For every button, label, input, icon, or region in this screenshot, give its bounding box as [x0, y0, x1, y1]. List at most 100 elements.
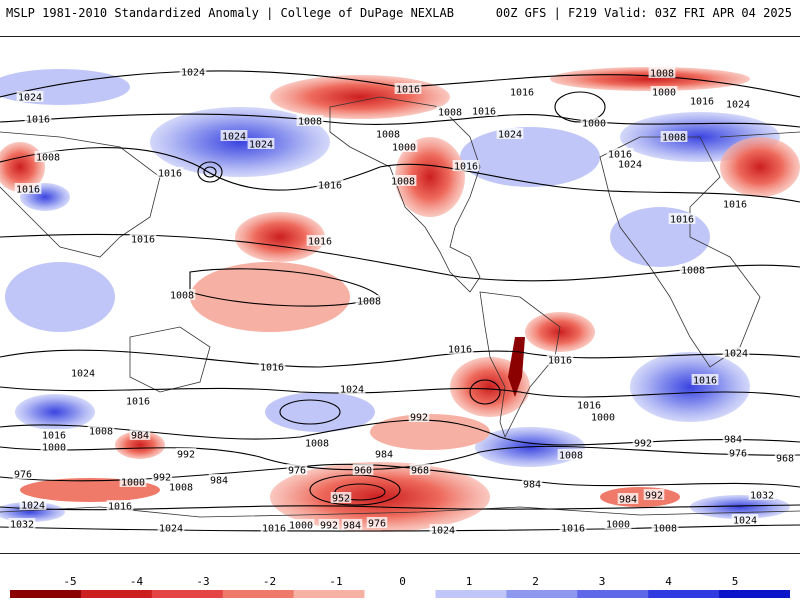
isobar-label-bg — [12, 468, 34, 479]
isobar-label-bg — [316, 179, 344, 190]
north-america-outline — [329, 96, 481, 293]
colorbar-segment — [719, 590, 790, 598]
negative-anomaly-area — [525, 312, 595, 352]
isobar-label: 1000 — [121, 478, 145, 489]
isobar-label: 1016 — [131, 235, 155, 246]
isobar-line — [0, 113, 800, 128]
isobar-label-bg — [580, 117, 608, 128]
colorbar-tick-label: 3 — [598, 575, 606, 588]
isobar-label-bg — [446, 343, 474, 354]
isobar-label: 1008 — [357, 297, 381, 308]
europe-africa-outline — [599, 136, 761, 368]
isobar-label: 1024 — [733, 516, 757, 527]
isobar-label: 1016 — [472, 107, 496, 118]
isobar-label-bg — [156, 167, 184, 178]
isobar-label-bg — [496, 128, 524, 139]
isobar-label-bg — [452, 160, 480, 171]
isobar-label: 1024 — [618, 160, 642, 171]
isobar-label: 1008 — [559, 451, 583, 462]
isobar-label: 992 — [634, 439, 652, 450]
isobar-label-bg — [651, 522, 679, 533]
isobar-line — [0, 147, 800, 203]
isobar-label-bg — [559, 522, 587, 533]
isobar-label: 1000 — [652, 88, 676, 99]
isobar-label: 1000 — [582, 119, 606, 130]
isobar-label-bg — [19, 499, 47, 510]
isobar-label-bg — [168, 289, 196, 300]
positive-anomaly-area — [15, 394, 95, 430]
isobar-label: 1000 — [392, 143, 416, 154]
isobar-label-bg — [287, 519, 315, 530]
isobar-label-bg — [373, 448, 395, 459]
isobar-label-bg — [296, 115, 324, 126]
isobar-label-bg — [557, 449, 585, 460]
isobar-label: 1008 — [298, 117, 322, 128]
isobar-label-bg — [318, 519, 340, 530]
isobar-label-bg — [508, 86, 536, 97]
isobar-label-bg — [69, 367, 97, 378]
colorbar-segment — [293, 590, 365, 598]
isobar-label: 1016 — [693, 376, 717, 387]
isobar-label: 1016 — [690, 97, 714, 108]
isobar-label-bg — [679, 264, 707, 275]
isobar-label: 1016 — [548, 356, 572, 367]
isobar-label-bg — [366, 517, 388, 528]
isobar-label: 1016 — [158, 169, 182, 180]
isobar-label-bg — [341, 519, 363, 530]
high-pressure-center — [279, 399, 341, 425]
positive-anomaly-area — [150, 107, 330, 177]
positive-anomaly-area — [5, 262, 115, 332]
isobar-label-bg — [40, 441, 68, 452]
isobar-label-bg — [338, 383, 366, 394]
colorbar-tick-label: -5 — [63, 575, 77, 588]
isobar-label-bg — [408, 411, 430, 422]
isobar-label: 1008 — [170, 291, 194, 302]
isobar-label: 1008 — [391, 177, 415, 188]
isobar-label: 1016 — [723, 200, 747, 211]
isobar-label: 1016 — [454, 162, 478, 173]
isobar-label-bg — [352, 464, 374, 475]
isobar-label: 1016 — [448, 345, 472, 356]
isobar-label: 1016 — [126, 397, 150, 408]
isobar-label: 992 — [177, 450, 195, 461]
model-valid-time: 00Z GFS | F219 Valid: 03Z FRI APR 04 202… — [495, 6, 792, 20]
negative-anomaly-area — [370, 414, 490, 450]
colorbar-tick-label: 0 — [399, 575, 406, 588]
isobar-label-bg — [119, 476, 147, 487]
isobar-label: 992 — [645, 491, 663, 502]
isobar-label: 992 — [410, 413, 428, 424]
isobar-label: 1016 — [670, 215, 694, 226]
isobar-label: 1016 — [577, 401, 601, 412]
isobar-label-bg — [616, 158, 644, 169]
isobar-label-bg — [40, 429, 68, 440]
colorbar-segment — [222, 590, 295, 598]
colorbar-tick-label: 2 — [532, 575, 539, 588]
isobar-label-bg — [668, 213, 696, 224]
isobar-label: 992 — [153, 473, 171, 484]
isobar-label: 976 — [288, 466, 306, 477]
isobar-label-bg — [589, 411, 617, 422]
isobar-label: 984 — [724, 435, 742, 446]
colorbar-segment — [577, 590, 649, 598]
isobar-label-bg — [727, 447, 749, 458]
colorbar-tick-label: -4 — [129, 575, 144, 588]
isobar-label-bg — [16, 91, 44, 102]
isobar-label: 1008 — [650, 69, 674, 80]
isobar-label: 976 — [729, 449, 747, 460]
isobar-label: 984 — [131, 431, 149, 442]
isobar-label: 984 — [343, 521, 361, 532]
isobar-label-bg — [394, 83, 422, 94]
isobar-label-bg — [617, 493, 639, 504]
isobar-label: 1024 — [71, 369, 95, 380]
negative-anomaly-area — [115, 431, 165, 459]
colorbar-segment — [364, 590, 436, 598]
isobar-label-bg — [748, 489, 776, 500]
isobar-label: 1000 — [289, 521, 313, 532]
low-pressure-center — [554, 91, 606, 123]
isobar-label: 1016 — [308, 237, 332, 248]
isobar-label: 1024 — [181, 68, 205, 79]
colorbar-tick-label: -3 — [196, 575, 210, 588]
isobar-label-bg — [34, 151, 62, 162]
isobar-label: 1008 — [662, 133, 686, 144]
isobar-label-bg — [87, 425, 115, 436]
